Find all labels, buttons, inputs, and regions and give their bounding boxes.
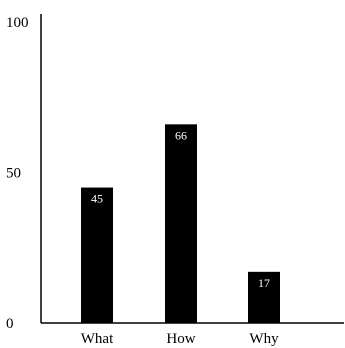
bar-what [81,187,113,323]
y-tick-label: 50 [6,166,21,182]
data-label-why: 17 [258,276,270,290]
y-tick-label: 0 [6,316,14,332]
y-ticks: 0 50 100 [6,15,29,332]
x-categories: What How Why [81,331,279,347]
bar-how [165,124,197,323]
x-category-label: What [81,331,114,347]
bars: 45 66 17 [81,124,280,323]
data-label-how: 66 [175,128,187,142]
y-tick-label: 100 [6,15,29,31]
bar-why [248,271,280,323]
data-label-what: 45 [91,192,103,206]
x-category-label: How [166,331,195,347]
x-category-label: Why [249,331,279,347]
